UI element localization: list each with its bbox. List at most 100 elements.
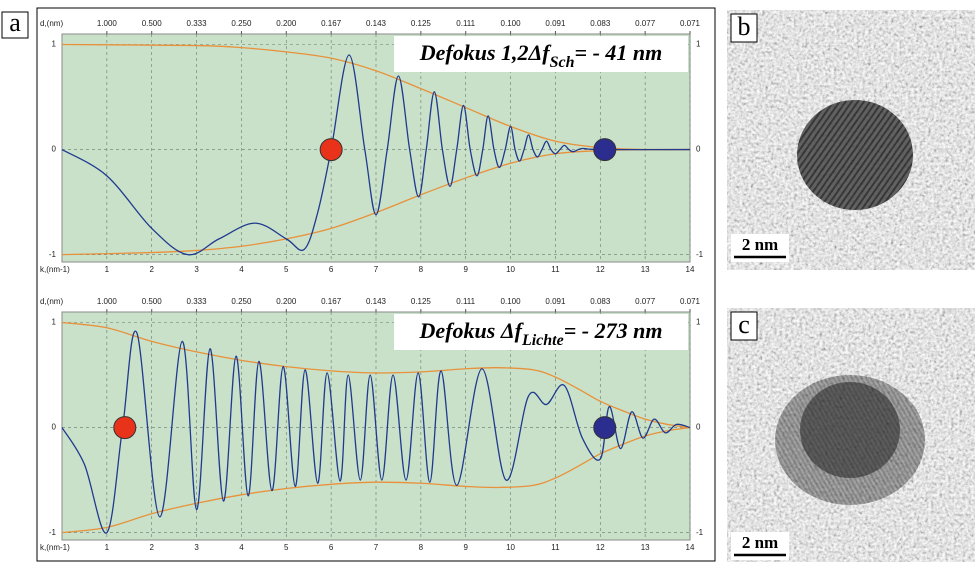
top-tick-label: 0.071 [680,297,701,306]
x-tick-label: 6 [329,543,334,552]
panel-label-box [1,11,29,39]
top-tick-label: 0.071 [680,19,701,28]
top-tick-label: 1.000 [97,19,118,28]
x-tick-label: 9 [463,543,468,552]
x-tick-label: 12 [596,265,605,274]
y-tick-label: 1 [52,318,57,327]
x-tick-label: 13 [641,265,650,274]
x-tick-label: 2 [149,543,154,552]
top-tick-label: 0.250 [231,297,252,306]
x-tick-label: 11 [551,543,560,552]
title-part: Lichte [521,332,564,349]
x-axis-label: k,(nm-1) [40,265,70,274]
top-tick-label: 0.100 [501,297,522,306]
x-tick-label: 7 [374,265,379,274]
scale-label: 2 nm [742,533,778,552]
x-tick-label: 12 [596,543,605,552]
top-tick-label: 0.125 [411,297,432,306]
x-tick-label: 1 [105,265,110,274]
top-tick-label: 0.091 [545,19,566,28]
x-tick-label: 1 [105,543,110,552]
top-tick-label: 0.250 [231,19,252,28]
x-tick-label: 4 [239,265,244,274]
title-box [394,314,688,350]
image-label-box [730,311,758,341]
y-tick-label-right: 0 [696,423,701,432]
x-tick-label: 8 [419,543,424,552]
panel-label: a [9,8,21,37]
y-tick-label: -1 [49,250,57,259]
marker-point [593,416,617,440]
image-label: b [738,12,751,41]
marker-point [593,138,617,162]
top-tick-label: 0.111 [456,297,475,306]
image-label: c [738,310,750,339]
top-tick-label: 0.500 [142,19,163,28]
x-tick-label: 10 [506,543,515,552]
top-tick-label: 0.077 [635,19,656,28]
y-tick-label: -1 [49,528,57,537]
top-tick-label: 0.083 [590,19,611,28]
title-box [394,36,688,72]
top-tick-label: 0.091 [545,297,566,306]
y-tick-label: 0 [52,145,57,154]
x-tick-label: 9 [463,265,468,274]
top-tick-label: 1.000 [97,297,118,306]
x-axis-label: k,(nm-1) [40,543,70,552]
x-tick-label: 6 [329,265,334,274]
ctf-curve [61,321,691,429]
ctf-curve [61,54,691,256]
y-tick-label: 0 [52,423,57,432]
ctf-chart: 1 2 3 4 5 6 7 8 9 10 11 12 13 141.000 0.500 0.333 0.250 0… [40,297,704,552]
top-tick-label: 0.200 [276,297,297,306]
y-tick-label-right: -1 [696,528,704,537]
y-tick-label-right: -1 [696,250,704,259]
top-axis-label: d,(nm) [40,297,63,306]
top-tick-label: 0.333 [187,19,208,28]
y-tick-label-right: 1 [696,318,701,327]
title-part: Defokus 1,2Δf [419,40,553,65]
x-tick-label: 4 [239,543,244,552]
top-tick-label: 0.333 [187,297,208,306]
title-part: = - 41 nm [575,40,663,65]
x-tick-label: 3 [194,265,199,274]
top-tick-label: 0.125 [411,19,432,28]
x-tick-label: 14 [686,265,695,274]
top-tick-label: 0.143 [366,297,387,306]
top-tick-label: 0.077 [635,297,656,306]
top-tick-label: 0.111 [456,19,475,28]
x-tick-label: 5 [284,543,289,552]
x-tick-label: 2 [149,265,154,274]
top-axis-label: d,(nm) [40,19,63,28]
chart-title: Defokus 1,2ΔfSch= - 41 nm [419,40,663,71]
x-tick-label: 10 [506,265,515,274]
top-tick-label: 0.167 [321,297,342,306]
x-tick-label: 13 [641,543,650,552]
top-tick-label: 0.083 [590,297,611,306]
x-tick-label: 5 [284,265,289,274]
x-tick-label: 14 [686,543,695,552]
y-tick-label-right: 0 [696,145,701,154]
top-tick-label: 0.200 [276,19,297,28]
top-tick-label: 0.500 [142,297,163,306]
image-label-box [730,13,758,43]
ctf-curve [61,330,691,534]
top-tick-label: 0.143 [366,19,387,28]
title-part: Defokus Δf [419,318,525,343]
marker-point [319,138,343,162]
x-tick-label: 8 [419,265,424,274]
image-c [727,308,975,562]
chart-title: Defokus ΔfLichte= - 273 nm [419,318,663,349]
scale-label: 2 nm [742,235,778,254]
x-tick-label: 11 [551,265,560,274]
y-tick-label-right: 1 [696,40,701,49]
y-tick-label: 1 [52,40,57,49]
top-tick-label: 0.167 [321,19,342,28]
x-tick-label: 3 [194,543,199,552]
title-part: = - 273 nm [564,318,663,343]
marker-point [113,416,137,440]
title-part: Sch [550,54,575,71]
image-b [727,10,975,270]
ctf-chart: 1 2 3 4 5 6 7 8 9 10 11 12 13 141.000 0.500 0.333 0.250 0… [40,19,704,274]
